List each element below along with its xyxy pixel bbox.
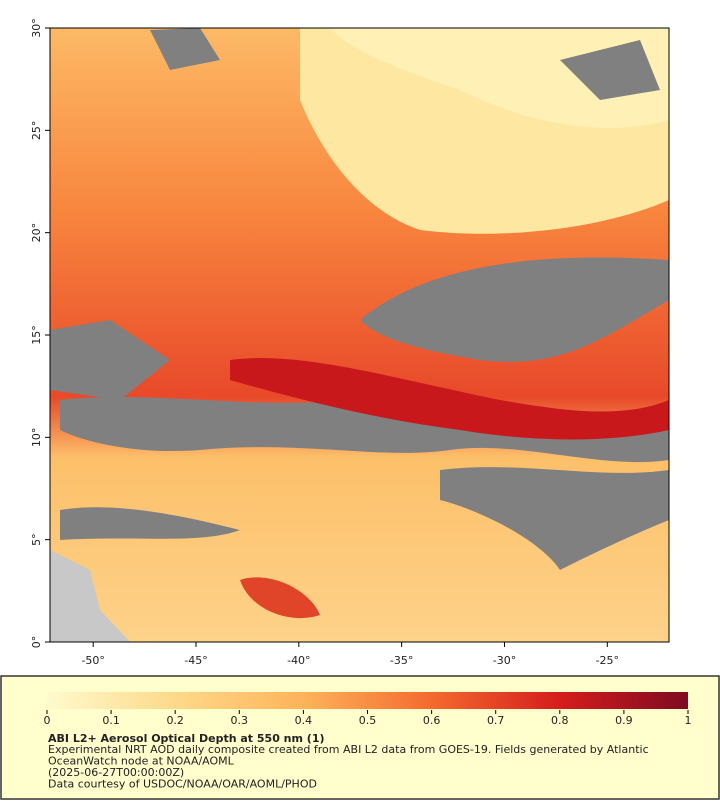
x-tick-label: -30°	[493, 654, 516, 667]
y-tick-label: 30°	[30, 18, 43, 38]
caption-line: (2025-06-27T00:00:00Z)	[48, 766, 184, 779]
colorbar-tick-label: 0.9	[615, 714, 633, 727]
x-tick-label: -40°	[287, 654, 310, 667]
caption-line: OceanWatch node at NOAA/AOML	[48, 755, 235, 768]
y-tick-label: 25°	[30, 121, 43, 141]
colorbar-tick-label: 0.2	[166, 714, 184, 727]
colorbar-axis: 0 0.1 0.2 0.3 0.4 0.5 0.6 0.7 0.8 0.9 1	[44, 710, 692, 727]
colorbar-tick-label: 0.4	[295, 714, 313, 727]
caption: Experimental NRT AOD daily composite cre…	[48, 743, 649, 791]
y-tick-label: 5°	[30, 533, 43, 546]
y-tick-label: 0°	[30, 636, 43, 649]
colorbar-tick-label: 0.3	[231, 714, 249, 727]
caption-title: ABI L2+ Aerosol Optical Depth at 550 nm …	[48, 732, 325, 745]
y-tick-label: 10°	[30, 428, 43, 448]
axes: -50° -45° -40° -35° -30° -25° 0° 5° 10° 15° 20° 25°…	[30, 18, 619, 667]
caption-line: Data courtesy of USDOC/NOAA/OAR/AOML/PHO…	[48, 778, 317, 791]
colorbar	[47, 692, 688, 709]
x-tick-label: -45°	[184, 654, 207, 667]
x-tick-label: -25°	[596, 654, 619, 667]
caption-line: Experimental NRT AOD daily composite cre…	[48, 743, 649, 756]
colorbar-tick-label: 0.6	[423, 714, 441, 727]
y-tick-label: 15°	[30, 325, 43, 345]
colorbar-tick-label: 0.8	[551, 714, 569, 727]
colorbar-tick-label: 0	[44, 714, 51, 727]
colorbar-tick-label: 0.5	[359, 714, 377, 727]
colorbar-tick-label: 1	[685, 714, 692, 727]
colorbar-tick-label: 0.7	[487, 714, 505, 727]
aod-raster	[50, 28, 669, 642]
colorbar-tick-label: 0.1	[102, 714, 120, 727]
y-tick-label: 20°	[30, 223, 43, 243]
x-tick-label: -50°	[81, 654, 104, 667]
x-tick-label: -35°	[390, 654, 413, 667]
